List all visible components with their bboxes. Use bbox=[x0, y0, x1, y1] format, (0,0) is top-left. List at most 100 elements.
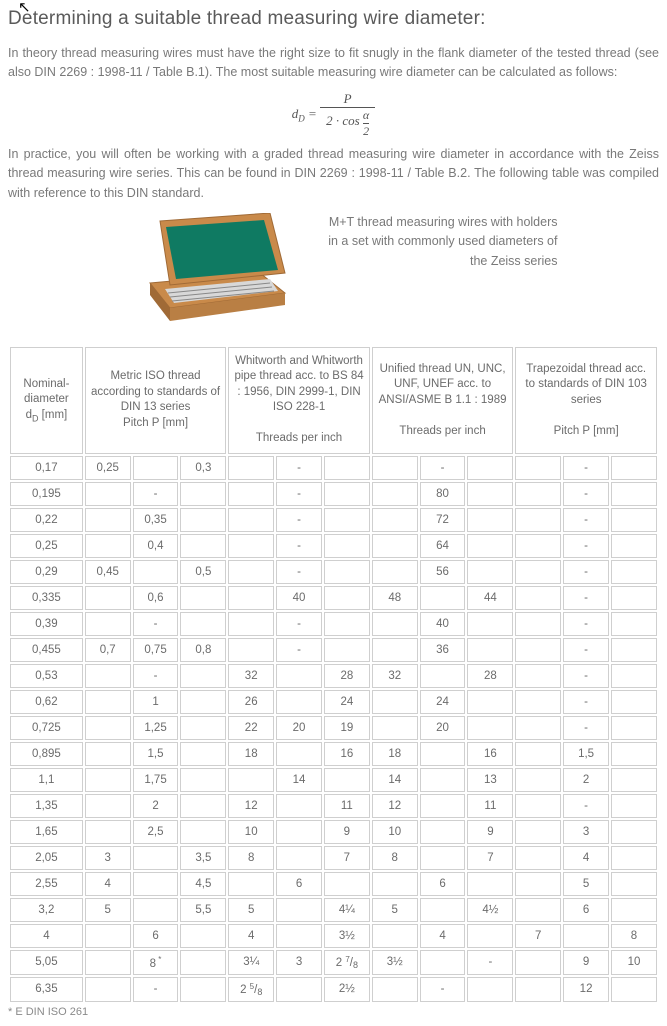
table-cell: 7 bbox=[515, 924, 561, 948]
table-cell bbox=[228, 768, 274, 792]
table-cell bbox=[180, 534, 226, 558]
table-cell: 3½ bbox=[324, 924, 370, 948]
table-cell bbox=[324, 482, 370, 506]
table-cell: 72 bbox=[420, 508, 466, 532]
table-cell: - bbox=[563, 482, 609, 506]
formula-lhs-sub: D bbox=[298, 113, 305, 123]
table-cell bbox=[515, 794, 561, 818]
table-cell: 0,22 bbox=[10, 508, 83, 532]
table-cell: 5 bbox=[228, 898, 274, 922]
table-cell bbox=[611, 586, 657, 610]
table-cell bbox=[563, 924, 609, 948]
table-cell bbox=[515, 820, 561, 844]
table-cell bbox=[85, 534, 131, 558]
table-cell bbox=[85, 482, 131, 506]
table-cell: 0,17 bbox=[10, 456, 83, 480]
table-cell: 0,725 bbox=[10, 716, 83, 740]
table-cell bbox=[180, 820, 226, 844]
table-cell: - bbox=[276, 456, 322, 480]
table-cell bbox=[467, 690, 513, 714]
th-whitworth: Whitworth and Whitworth pipe thread acc.… bbox=[228, 347, 370, 454]
table-cell: 16 bbox=[324, 742, 370, 766]
table-cell: 0,45 bbox=[85, 560, 131, 584]
table-cell bbox=[228, 534, 274, 558]
table-cell: - bbox=[276, 560, 322, 584]
intro-paragraph-1: In theory thread measuring wires must ha… bbox=[8, 44, 659, 83]
table-cell bbox=[515, 482, 561, 506]
table-cell bbox=[467, 534, 513, 558]
table-cell bbox=[228, 560, 274, 584]
table-cell: - bbox=[276, 612, 322, 636]
table-cell bbox=[85, 950, 131, 975]
table-cell: 9 bbox=[467, 820, 513, 844]
table-cell bbox=[180, 612, 226, 636]
table-cell bbox=[180, 716, 226, 740]
table-cell bbox=[515, 872, 561, 896]
table-cell bbox=[515, 846, 561, 870]
table-cell bbox=[467, 456, 513, 480]
table-cell bbox=[324, 638, 370, 662]
table-cell: 7 bbox=[324, 846, 370, 870]
table-cell bbox=[324, 872, 370, 896]
table-cell: - bbox=[133, 612, 179, 636]
table-cell: 11 bbox=[324, 794, 370, 818]
table-cell bbox=[372, 977, 418, 1002]
table-cell bbox=[515, 768, 561, 792]
table-cell bbox=[85, 508, 131, 532]
table-cell: 2½ bbox=[324, 977, 370, 1002]
table-cell bbox=[611, 664, 657, 688]
table-cell: 10 bbox=[372, 820, 418, 844]
table-cell: 6 bbox=[420, 872, 466, 896]
table-cell bbox=[515, 456, 561, 480]
table-cell: 3½ bbox=[372, 950, 418, 975]
wire-set-box-icon bbox=[110, 213, 310, 333]
table-cell bbox=[180, 508, 226, 532]
table-cell: 1,5 bbox=[563, 742, 609, 766]
page-title: Determining a suitable thread measuring … bbox=[8, 8, 659, 30]
table-cell bbox=[228, 612, 274, 636]
table-cell: 6 bbox=[563, 898, 609, 922]
table-cell: - bbox=[420, 977, 466, 1002]
table-cell: 24 bbox=[324, 690, 370, 714]
wire-table: Nominal-diameterdD [mm] Metric ISO threa… bbox=[8, 345, 659, 1004]
table-cell bbox=[515, 950, 561, 975]
table-cell: - bbox=[563, 638, 609, 662]
table-cell: 4¼ bbox=[324, 898, 370, 922]
table-cell: 8 bbox=[372, 846, 418, 870]
table-cell: 44 bbox=[467, 586, 513, 610]
table-cell: - bbox=[276, 534, 322, 558]
table-cell bbox=[85, 586, 131, 610]
table-cell bbox=[611, 456, 657, 480]
table-cell: 4 bbox=[563, 846, 609, 870]
table-cell bbox=[515, 586, 561, 610]
table-cell bbox=[515, 508, 561, 532]
table-cell: 4 bbox=[420, 924, 466, 948]
table-cell bbox=[420, 768, 466, 792]
table-cell bbox=[85, 977, 131, 1002]
table-cell bbox=[324, 560, 370, 584]
table-cell: 22 bbox=[228, 716, 274, 740]
table-cell: 32 bbox=[372, 664, 418, 688]
table-cell bbox=[611, 768, 657, 792]
table-cell: 80 bbox=[420, 482, 466, 506]
table-cell: 2 5/8 bbox=[228, 977, 274, 1002]
table-cell: 3,5 bbox=[180, 846, 226, 870]
table-cell: 40 bbox=[276, 586, 322, 610]
table-cell bbox=[228, 456, 274, 480]
table-cell bbox=[85, 924, 131, 948]
table-cell bbox=[420, 898, 466, 922]
table-cell: 28 bbox=[324, 664, 370, 688]
table-cell: - bbox=[276, 482, 322, 506]
table-cell bbox=[515, 560, 561, 584]
table-cell: 0,6 bbox=[133, 586, 179, 610]
table-cell bbox=[611, 508, 657, 532]
table-cell: - bbox=[563, 456, 609, 480]
table-cell: 26 bbox=[228, 690, 274, 714]
table-cell bbox=[515, 716, 561, 740]
table-cell bbox=[85, 664, 131, 688]
table-cell bbox=[180, 742, 226, 766]
th-unified: Unified thread UN, UNC, UNF, UNEF acc. t… bbox=[372, 347, 514, 454]
table-cell bbox=[611, 898, 657, 922]
table-cell: 0,7 bbox=[85, 638, 131, 662]
table-cell: - bbox=[276, 508, 322, 532]
